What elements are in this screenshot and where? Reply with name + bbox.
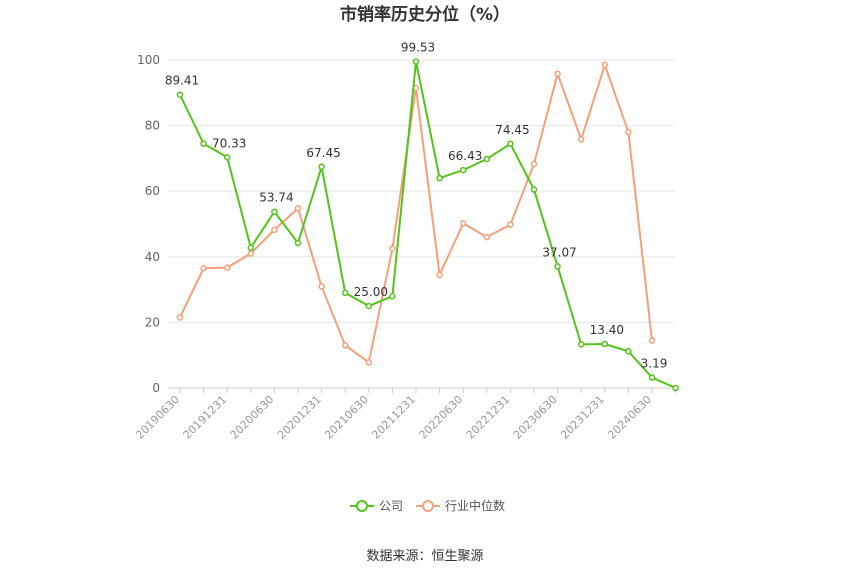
x-tick-label: 20230630 (511, 393, 560, 442)
data-point-1-9 (389, 245, 396, 252)
y-tick-label: 60 (145, 184, 160, 198)
data-point-1-15 (530, 160, 538, 168)
x-tick-label: 20200630 (228, 393, 277, 442)
data-point-1-11 (436, 271, 443, 279)
data-label: 89.41 (165, 74, 199, 88)
data-point-1-18 (601, 61, 609, 69)
data-point-1-1 (200, 265, 207, 272)
legend-label: 公司 (379, 499, 403, 513)
data-point-0-7 (341, 289, 349, 297)
legend[interactable]: 公司 行业中位数 (350, 498, 505, 513)
x-tick-label: 20201231 (275, 393, 324, 442)
data-point-0-15 (530, 186, 538, 193)
chart-title: 市销率历史分位（%） (340, 4, 510, 25)
data-point-0-8 (365, 302, 373, 310)
legend-item-1[interactable]: 行业中位数 (416, 498, 505, 513)
legend-label: 行业中位数 (445, 498, 505, 513)
data-point-1-14 (507, 221, 514, 228)
x-tick-label: 20191231 (181, 393, 230, 442)
data-label: 70.33 (212, 136, 246, 150)
x-tick-label: 20221231 (464, 393, 513, 442)
data-point-0-17 (577, 341, 585, 348)
data-point-0-16 (554, 263, 561, 270)
data-point-1-13 (483, 233, 491, 241)
x-tick-label: 20231231 (558, 393, 607, 442)
data-point-1-0 (176, 314, 184, 321)
data-point-1-8 (365, 359, 373, 366)
data-label: 99.53 (401, 41, 435, 55)
x-tick-labels: 2019063020191231202006302020123120210630… (133, 393, 654, 442)
data-label: 66.43 (448, 149, 482, 163)
data-labels: 89.41 70.33 53.74 67.45 25.00 99.53 66.43 74.45… (165, 41, 668, 371)
y-tick-label: 100 (137, 53, 160, 67)
x-tick-label: 20211231 (369, 393, 418, 442)
data-point-0-14 (507, 140, 514, 148)
data-point-0-18 (601, 340, 609, 348)
series-line-0 (179, 61, 677, 389)
data-point-0-6 (318, 163, 325, 171)
legend-marker (422, 500, 434, 512)
series-lines (176, 58, 679, 392)
data-point-1-17 (577, 136, 585, 143)
data-point-1-5 (294, 205, 302, 212)
legend-item-0[interactable]: 公司 (350, 499, 403, 513)
data-label: 74.45 (495, 123, 529, 137)
y-tick-label: 80 (145, 119, 160, 133)
y-tick-label: 40 (145, 250, 160, 264)
data-point-1-2 (223, 264, 231, 271)
data-point-0-10 (412, 58, 420, 65)
data-point-1-7 (341, 342, 349, 349)
data-point-0-11 (436, 174, 443, 182)
data-label: 3.19 (641, 357, 668, 371)
axes (168, 387, 677, 393)
source-note: 数据来源：恒生聚源 (366, 549, 483, 564)
data-point-0-2 (223, 154, 231, 161)
data-point-0-3 (247, 244, 255, 251)
data-point-0-9 (389, 292, 396, 300)
data-point-0-4 (271, 208, 278, 215)
data-label: 25.00 (354, 285, 388, 299)
data-point-1-19 (625, 128, 632, 136)
x-tick-label: 20190630 (133, 393, 182, 442)
data-point-0-20 (648, 374, 656, 381)
data-label: 37.07 (542, 245, 576, 259)
data-point-1-6 (318, 283, 325, 290)
data-label: 13.40 (590, 323, 624, 337)
data-point-1-16 (554, 70, 561, 78)
y-tick-label: 20 (145, 315, 160, 329)
data-point-0-19 (625, 348, 632, 355)
legend-marker (356, 500, 368, 512)
data-point-0-13 (483, 155, 491, 163)
data-label: 53.74 (259, 191, 293, 205)
x-tick-label: 20240630 (605, 393, 654, 442)
data-point-1-12 (459, 220, 467, 227)
x-tick-label: 20220630 (417, 393, 466, 442)
x-tick-label: 20210630 (322, 393, 371, 442)
grid-lines (168, 59, 675, 323)
data-point-0-5 (294, 239, 302, 247)
data-label: 67.45 (306, 146, 340, 160)
data-point-0-21 (672, 384, 679, 392)
series-line-1 (179, 61, 653, 365)
data-point-0-12 (459, 166, 467, 174)
y-tick-label: 0 (152, 381, 160, 395)
data-point-1-4 (271, 226, 278, 234)
data-point-1-20 (648, 337, 656, 344)
data-point-0-1 (200, 140, 207, 147)
data-point-1-3 (247, 250, 255, 257)
y-tick-labels: 0 20 40 60 80 100 (137, 53, 160, 395)
data-point-0-0 (176, 91, 184, 98)
